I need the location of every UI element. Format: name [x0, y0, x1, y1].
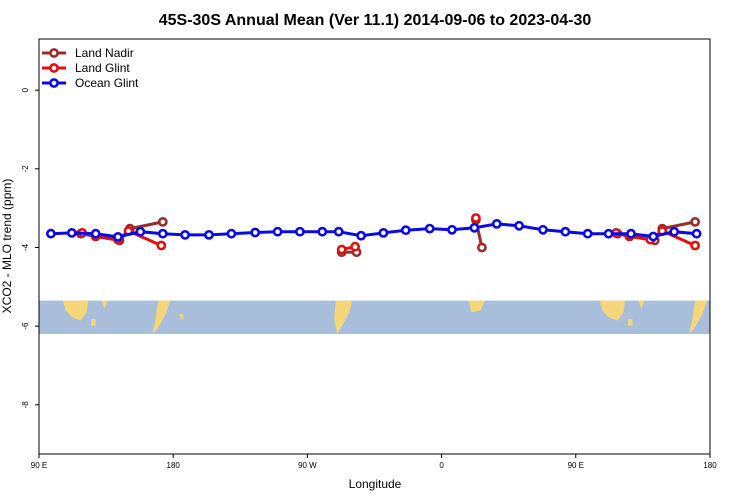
data-point: [648, 231, 659, 242]
data-point: [226, 228, 237, 239]
map-landmass: [599, 300, 625, 321]
data-point: [691, 228, 702, 239]
data-point: [90, 228, 101, 239]
x-tick-label: 90 E: [568, 461, 584, 470]
map-ocean: [39, 300, 710, 335]
data-point: [582, 228, 593, 239]
data-point: [157, 228, 168, 239]
data-point: [350, 241, 360, 252]
data-point: [333, 226, 344, 237]
data-point: [470, 213, 481, 223]
data-point: [491, 218, 502, 229]
plot-frame: [38, 38, 711, 455]
data-point: [317, 226, 328, 237]
legend-item: Land Glint: [42, 61, 130, 75]
legend-item: Ocean Glint: [42, 76, 139, 90]
map-land: [62, 300, 707, 334]
map-landmass: [638, 300, 645, 309]
x-tick-label: 180: [703, 461, 717, 470]
data-point: [690, 240, 700, 251]
data-point: [447, 224, 457, 235]
y-tick-label: -4: [21, 243, 30, 251]
data-point: [424, 223, 435, 234]
data-point: [560, 226, 571, 237]
data-point: [180, 229, 190, 240]
data-point: [690, 216, 700, 227]
data-point: [538, 224, 548, 235]
data-point: [294, 226, 305, 237]
map-landmass: [152, 300, 171, 334]
data-point: [156, 240, 167, 251]
data-point: [626, 228, 636, 239]
data-point: [66, 227, 77, 238]
data-point: [514, 220, 524, 231]
x-tick-label: 0: [439, 461, 444, 470]
map-landmass: [628, 319, 633, 326]
map-landmass: [689, 300, 707, 334]
map-landmass: [334, 300, 353, 334]
x-axis-label: Longitude: [349, 477, 402, 491]
data-point: [603, 228, 614, 239]
data-point: [336, 244, 347, 255]
map-strip: [39, 300, 710, 335]
data-point: [250, 227, 261, 238]
legend-swatch-marker: [49, 78, 59, 88]
chart-title: 45S-30S Annual Mean (Ver 11.1) 2014-09-0…: [159, 12, 592, 29]
data-point: [113, 231, 123, 242]
data-point: [356, 230, 366, 241]
y-tick-label: 0: [21, 87, 30, 92]
x-tick-label: 180: [167, 461, 181, 470]
y-tick-label: -2: [21, 165, 30, 173]
legend-label: Land Nadir: [75, 46, 134, 60]
map-landmass: [91, 319, 96, 326]
legend-label: Ocean Glint: [75, 76, 139, 90]
data-point: [378, 227, 389, 238]
legend-label: Land Glint: [75, 61, 130, 75]
map-landmass: [62, 300, 89, 321]
series-ocean-glint: [46, 218, 702, 242]
map-landmass: [468, 300, 485, 313]
map-landmass: [101, 300, 108, 309]
data-point: [204, 229, 214, 240]
x-axis: 90 E 180 90 W 0 90 E 180: [31, 454, 717, 470]
data-point: [46, 228, 56, 239]
legend-item: Land Nadir: [42, 46, 134, 60]
data-point: [469, 222, 480, 233]
map-landmass: [179, 314, 184, 321]
y-axis-label: XCO2 - MLO trend (ppm): [0, 179, 14, 314]
y-tick-label: -6: [21, 322, 30, 330]
legend-swatch-marker: [49, 48, 59, 58]
data-point: [135, 226, 146, 237]
y-axis: 0 -2 -4 -6 -8: [21, 87, 39, 408]
x-tick-label: 90 E: [31, 461, 47, 470]
data-point: [157, 216, 168, 227]
data-point: [400, 225, 411, 236]
y-tick-label: -8: [21, 401, 30, 409]
x-tick-label: 90 W: [298, 461, 317, 470]
data-point: [669, 226, 680, 237]
data-point: [272, 226, 283, 237]
series-layer: [46, 213, 702, 258]
data-point: [476, 242, 487, 253]
legend-swatch-marker: [49, 63, 59, 73]
